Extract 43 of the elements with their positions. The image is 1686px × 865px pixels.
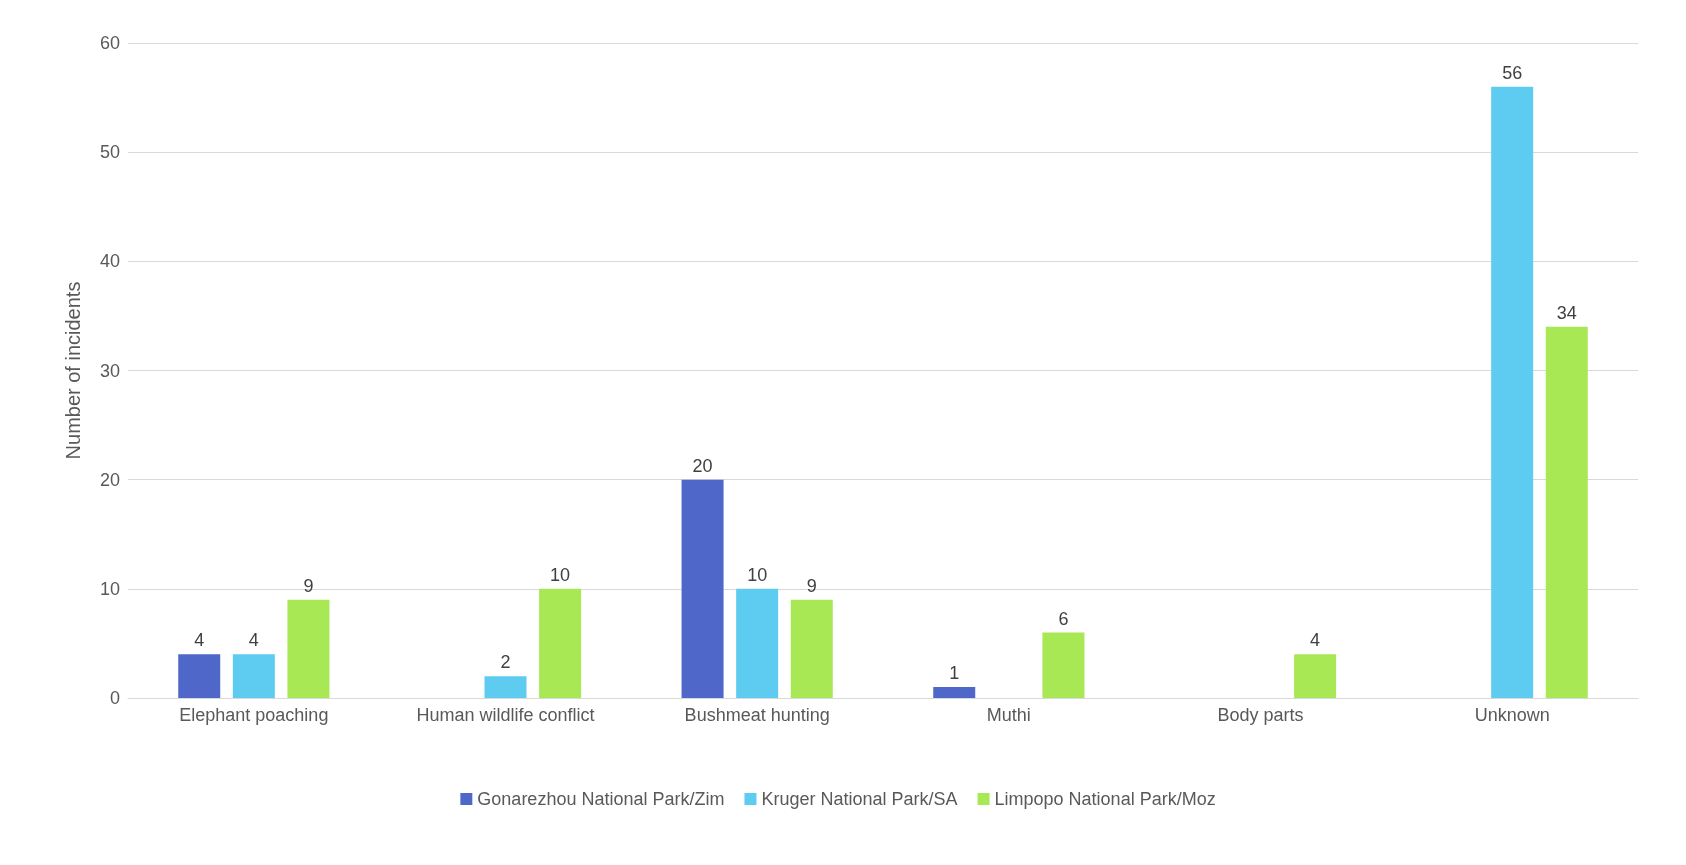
y-tick-label: 40 <box>99 251 120 272</box>
data-label: 56 <box>1502 62 1523 83</box>
bar <box>1545 326 1588 698</box>
x-tick-label: Body parts <box>1217 705 1304 725</box>
data-label: 4 <box>248 630 259 651</box>
bar <box>484 676 527 698</box>
y-axis-title: Number of incidents <box>62 281 84 460</box>
bar <box>1042 632 1085 698</box>
y-tick-label: 30 <box>99 360 120 381</box>
data-label: 4 <box>1310 630 1321 651</box>
bar <box>790 599 833 698</box>
bar <box>178 654 221 698</box>
bar <box>1294 654 1337 698</box>
data-label: 10 <box>747 564 768 585</box>
data-label: 2 <box>500 652 511 673</box>
x-tick-label: Muthi <box>986 705 1031 725</box>
legend-label: Gonarezhou National Park/Zim <box>477 789 725 809</box>
data-label: 9 <box>303 575 314 596</box>
y-tick-label: 0 <box>109 688 120 708</box>
data-label: 10 <box>550 564 571 585</box>
data-label: 6 <box>1058 608 1069 629</box>
y-tick-label: 50 <box>99 142 120 163</box>
data-label: 4 <box>194 630 205 651</box>
bar <box>539 588 582 698</box>
bar <box>933 687 976 698</box>
bar <box>1491 86 1534 698</box>
bar <box>681 479 724 698</box>
x-tick-label: Bushmeat hunting <box>684 705 830 725</box>
data-label: 20 <box>692 455 713 476</box>
x-tick-label: Elephant poaching <box>179 705 329 725</box>
y-tick-label: 60 <box>99 33 120 53</box>
bar <box>287 599 330 698</box>
bar <box>232 654 275 698</box>
data-label: 34 <box>1556 302 1577 323</box>
x-tick-label: Human wildlife conflict <box>416 705 595 725</box>
y-tick-label: 10 <box>99 578 120 599</box>
legend-label: Kruger National Park/SA <box>761 789 958 809</box>
legend-label: Limpopo National Park/Moz <box>994 789 1216 809</box>
data-label: 1 <box>949 663 960 684</box>
x-tick-label: Unknown <box>1474 705 1550 725</box>
y-tick-label: 20 <box>99 469 120 490</box>
bar <box>736 588 779 698</box>
data-label: 9 <box>806 575 817 596</box>
